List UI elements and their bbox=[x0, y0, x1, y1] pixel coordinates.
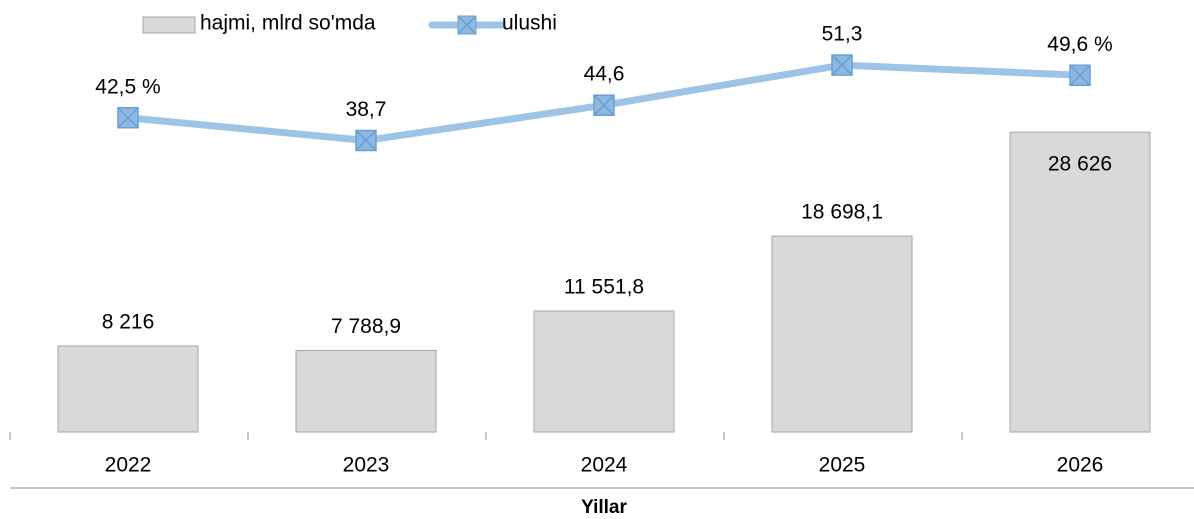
marker-cross bbox=[593, 94, 615, 116]
bar bbox=[57, 345, 199, 433]
bar bbox=[295, 349, 437, 433]
x-tick-label: 2023 bbox=[343, 454, 390, 477]
data-label: 44,6 bbox=[584, 63, 625, 86]
data-label: 38,7 bbox=[346, 98, 387, 121]
x-tick-label: 2022 bbox=[105, 454, 152, 477]
data-label: 11 551,8 bbox=[564, 276, 644, 299]
data-label: 8 216 bbox=[102, 310, 155, 333]
data-label: 42,5 % bbox=[95, 75, 160, 98]
x-axis-title: Yillar bbox=[581, 497, 627, 518]
x-tick-label: 2026 bbox=[1057, 454, 1104, 477]
line-marker bbox=[831, 54, 853, 76]
legend-marker bbox=[457, 15, 477, 35]
marker-cross bbox=[831, 54, 853, 76]
x-tick-label: 2024 bbox=[581, 454, 628, 477]
data-label: 28 626 bbox=[1048, 153, 1112, 176]
data-label: 7 788,9 bbox=[331, 315, 401, 338]
line-marker bbox=[593, 94, 615, 116]
line-marker bbox=[355, 129, 377, 152]
legend-label: ulushi bbox=[502, 12, 557, 35]
marker-cross bbox=[117, 107, 139, 129]
bar bbox=[771, 235, 913, 433]
data-label: 49,6 % bbox=[1047, 33, 1112, 56]
data-label: 18 698,1 bbox=[801, 201, 883, 224]
marker-cross bbox=[1069, 64, 1091, 86]
line-marker bbox=[1069, 64, 1091, 87]
line-marker bbox=[117, 107, 139, 129]
data-label: 51,3 bbox=[822, 23, 863, 46]
bar bbox=[1009, 131, 1151, 433]
bar bbox=[533, 310, 675, 433]
legend-swatch-bar bbox=[142, 16, 196, 34]
marker-cross bbox=[355, 129, 377, 152]
legend-label: hajmi, mlrd so'mda bbox=[200, 12, 376, 35]
x-tick-label: 2025 bbox=[819, 454, 866, 477]
